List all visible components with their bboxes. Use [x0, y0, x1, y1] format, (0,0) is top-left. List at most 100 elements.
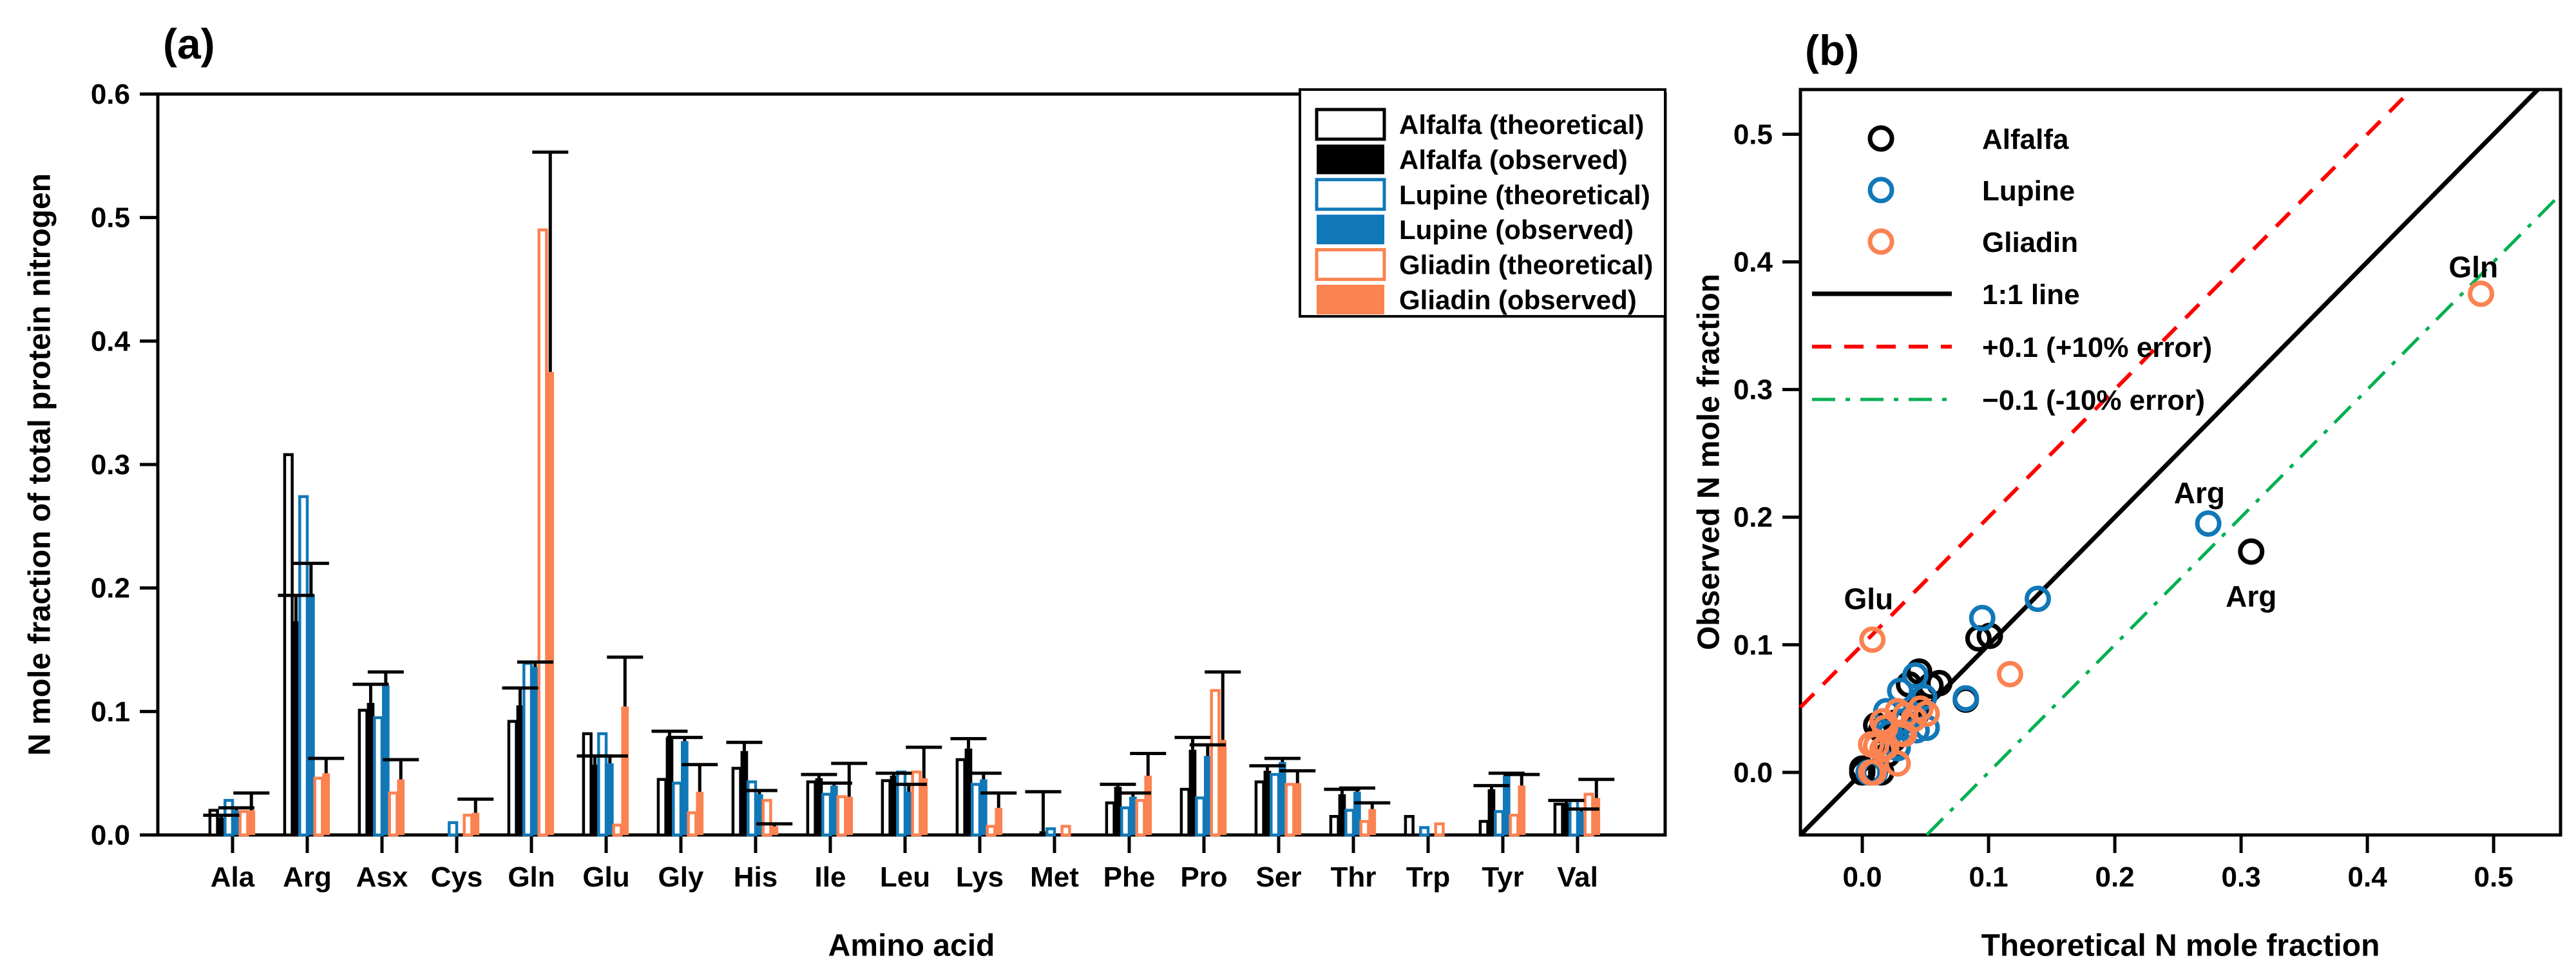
- x-tick-label: Lys: [956, 861, 1004, 893]
- bars-gliadin-theoretical-: [238, 228, 1594, 837]
- legend-label: Alfalfa: [1982, 124, 2069, 155]
- bar: [472, 812, 480, 835]
- legend-label: Lupine: [1982, 175, 2075, 207]
- panel-b-label: (b): [1805, 26, 1860, 74]
- bar: [1279, 762, 1286, 835]
- bar: [1120, 806, 1131, 837]
- bar: [1270, 772, 1281, 837]
- bar: [1204, 756, 1212, 835]
- bar: [1219, 740, 1227, 835]
- bar: [1114, 787, 1122, 835]
- bar: [971, 783, 982, 837]
- plus-error-line: [1798, 88, 2413, 709]
- bar: [397, 779, 405, 835]
- bar: [591, 764, 599, 835]
- bar: [731, 767, 742, 837]
- data-point: [1926, 669, 1953, 696]
- bar: [1338, 794, 1346, 835]
- bar: [1179, 787, 1190, 837]
- bar: [896, 771, 907, 837]
- bar: [881, 779, 892, 837]
- bar: [1494, 810, 1505, 837]
- x-tick-label: Trp: [1406, 861, 1450, 893]
- data-point: [1863, 732, 1890, 759]
- bar: [1060, 825, 1071, 837]
- legend-swatch: [1317, 144, 1384, 175]
- bar: [1569, 799, 1579, 837]
- bar: [283, 453, 294, 837]
- bar: [1254, 780, 1265, 837]
- y-tick-label: 0.0: [91, 820, 130, 851]
- y-tick-label: 0.2: [91, 573, 130, 604]
- legend-marker: [1867, 228, 1894, 255]
- legend-swatch: [1317, 285, 1384, 314]
- x-tick-label: 0.1: [1969, 861, 2008, 893]
- y-tick-label: 0.6: [91, 79, 130, 110]
- bar: [1210, 689, 1221, 837]
- annotation-gln: Gln: [2448, 250, 2498, 283]
- bar: [1578, 811, 1585, 835]
- y-tick-label: 0.1: [1733, 629, 1773, 661]
- y-tick-label: 0.3: [1733, 374, 1773, 406]
- x-tick-label: Pro: [1180, 861, 1227, 893]
- panel-b-frame: [1798, 88, 2562, 837]
- bar: [911, 771, 922, 837]
- legend-label: +0.1 (+10% error): [1982, 332, 2212, 363]
- bar: [980, 779, 987, 835]
- bar: [1592, 798, 1601, 835]
- bar: [597, 732, 608, 837]
- bar: [463, 814, 473, 837]
- x-tick-label: Gly: [658, 861, 704, 893]
- data-point: [2025, 585, 2052, 612]
- bar: [1562, 803, 1570, 835]
- x-tick-label: 0.3: [2222, 861, 2261, 893]
- bar: [388, 791, 399, 837]
- legend-label: Gliadin: [1982, 227, 2078, 258]
- legend-marker: [1867, 177, 1894, 204]
- bar: [770, 826, 779, 835]
- data-point: [2195, 510, 2222, 537]
- bar: [292, 621, 300, 835]
- data-point: [1913, 700, 1940, 727]
- panel-a-y-axis: 0.0 0.1 0.2 0.3 0.4 0.5 0.6: [91, 79, 158, 851]
- bar: [233, 810, 240, 835]
- x-tick-label: 0.0: [1842, 861, 1882, 893]
- bar: [955, 758, 966, 837]
- scatter-points-gliadin: [1858, 280, 2495, 786]
- data-point: [1869, 708, 1896, 735]
- legend-label: Gliadin (theoretical): [1399, 250, 1653, 280]
- error-bars-gliadin-observed-: [233, 150, 1615, 827]
- bar: [845, 796, 854, 835]
- legend-label: Alfalfa (observed): [1399, 144, 1628, 175]
- bar: [836, 795, 847, 837]
- bars-gliadin-observed-: [247, 372, 1601, 835]
- bar: [761, 799, 772, 837]
- x-tick-label: Ser: [1256, 861, 1302, 893]
- bar: [1518, 785, 1526, 835]
- scatter-panel-b: 0.0 0.1 0.2 0.3 0.4 0.5 0.0 0.1 0.2 0.3 0.4 0.5 Glu A…: [1733, 88, 2562, 893]
- y-tick-label: 0.5: [91, 202, 130, 234]
- bar: [687, 811, 698, 837]
- x-tick-label: Ala: [211, 861, 255, 893]
- bar: [1329, 815, 1340, 837]
- x-tick-label: 0.4: [2348, 861, 2388, 893]
- x-tick-label: Tyr: [1482, 861, 1523, 893]
- data-point: [1884, 750, 1911, 777]
- x-tick-label: Glu: [582, 861, 629, 893]
- legend-marker: [1867, 125, 1894, 152]
- x-tick-label: Ile: [815, 861, 846, 893]
- minus-error-line: [1925, 193, 2562, 836]
- legend-label: Lupine (theoretical): [1399, 180, 1650, 210]
- bar: [358, 709, 368, 837]
- bar: [238, 810, 249, 837]
- annotation-glu: Glu: [1844, 582, 1894, 615]
- bar: [665, 737, 674, 835]
- bar: [920, 778, 928, 835]
- panel-a-y-axis-title: N mole fraction of total protein nitroge…: [23, 173, 57, 756]
- bar: [806, 780, 817, 837]
- data-point: [2468, 280, 2495, 307]
- error-bars-alfalfa-observed-: [203, 593, 1585, 832]
- bar: [672, 781, 683, 837]
- data-point: [1891, 720, 1918, 747]
